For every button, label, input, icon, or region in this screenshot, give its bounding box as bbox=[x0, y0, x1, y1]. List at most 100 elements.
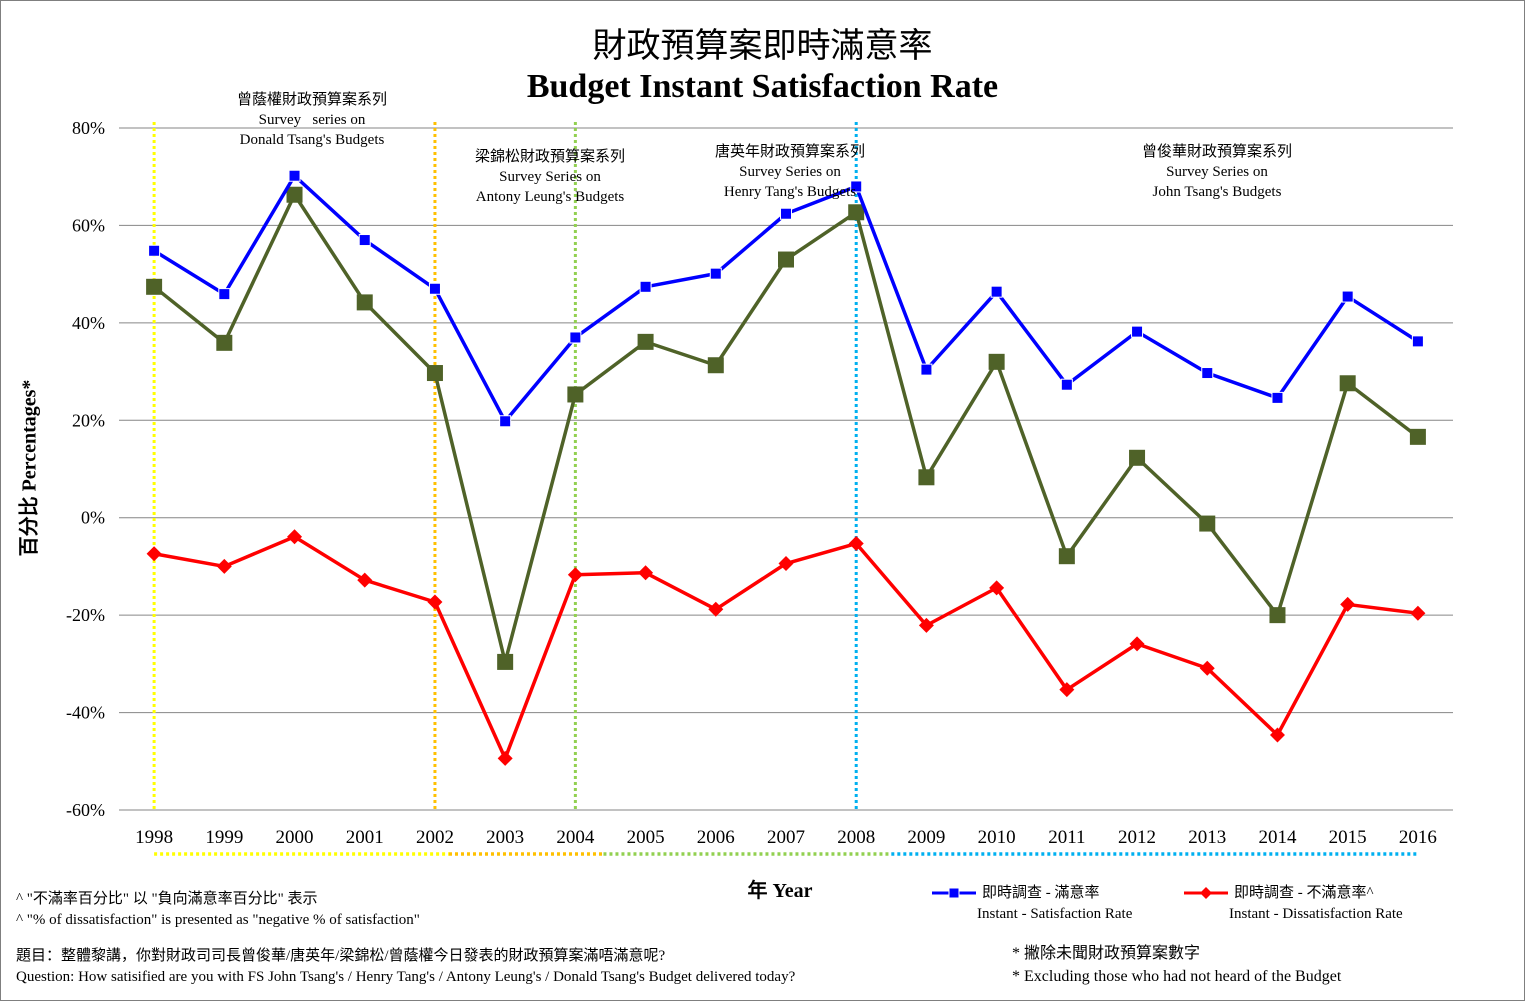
data-point-satisfaction bbox=[428, 282, 441, 295]
data-point-satisfaction bbox=[288, 169, 301, 182]
data-point-satisfaction bbox=[1131, 325, 1144, 338]
data-point-net bbox=[1129, 449, 1146, 466]
data-point-satisfaction bbox=[569, 331, 582, 344]
y-axis-label: 百分比 Percentages* bbox=[18, 379, 41, 557]
data-point-dissatisfaction bbox=[989, 580, 1005, 596]
data-point-net bbox=[146, 278, 163, 295]
note-star-chinese: * 撇除未聞財政預算案數字 bbox=[1012, 945, 1201, 962]
data-point-dissatisfaction bbox=[567, 567, 583, 583]
x-tick-label: 2002 bbox=[416, 827, 454, 848]
data-point-satisfaction bbox=[780, 207, 792, 220]
note-question-chinese: 題目：整體黎講，你對財政司司長曾俊華/唐英年/梁錦松/曾蔭權今日發表的財政預算案… bbox=[16, 948, 666, 964]
x-tick-label: 2015 bbox=[1329, 827, 1367, 848]
data-point-dissatisfaction bbox=[1269, 727, 1285, 743]
chart-title-chinese: 財政預算案即時滿意率 bbox=[592, 28, 933, 65]
data-point-satisfaction bbox=[1341, 290, 1354, 303]
segment-zh: 唐英年財政預算案系列 bbox=[714, 144, 865, 160]
legend-zh: 即時調查 - 不滿意率^ bbox=[1234, 885, 1374, 901]
data-point-dissatisfaction bbox=[427, 594, 443, 610]
data-point-satisfaction bbox=[358, 234, 371, 247]
data-point-satisfaction bbox=[1271, 391, 1284, 404]
x-tick-label: 2006 bbox=[697, 827, 735, 848]
data-point-net bbox=[848, 204, 865, 221]
data-point-dissatisfaction bbox=[497, 750, 513, 766]
y-tick-label: 80% bbox=[72, 118, 105, 138]
segment-en-line1: Survey Series on bbox=[739, 164, 841, 180]
data-point-net bbox=[497, 653, 514, 670]
x-tick-label: 2005 bbox=[627, 827, 665, 848]
data-point-satisfaction bbox=[1060, 378, 1073, 391]
legend-entry-dissatisfaction: 即時調查 - 不滿意率^ Instant - Dissatisfaction R… bbox=[1182, 883, 1403, 925]
data-point-satisfaction bbox=[709, 267, 722, 280]
y-tick-label: 40% bbox=[72, 313, 105, 333]
x-tick-label: 2003 bbox=[486, 827, 524, 848]
y-tick-label: 20% bbox=[72, 410, 105, 430]
legend-zh: 即時調查 - 滿意率 bbox=[982, 885, 1100, 901]
x-tick-label: 2012 bbox=[1118, 827, 1156, 848]
data-point-net bbox=[1409, 428, 1426, 445]
segment-en-line1: Survey Series on bbox=[1166, 164, 1268, 180]
x-tick-label: 2013 bbox=[1188, 827, 1226, 848]
y-tick-label: -40% bbox=[66, 703, 105, 723]
segment-en-line2: John Tsang's Budgets bbox=[1152, 184, 1282, 200]
data-point-dissatisfaction bbox=[216, 558, 232, 574]
data-point-net bbox=[637, 333, 654, 350]
data-point-net bbox=[426, 365, 443, 382]
x-tick-label: 2014 bbox=[1258, 827, 1297, 848]
legend-en: Instant - Dissatisfaction Rate bbox=[1229, 906, 1403, 922]
data-point-net bbox=[988, 353, 1005, 370]
data-point-net bbox=[567, 386, 584, 403]
y-tick-label: -20% bbox=[66, 605, 105, 625]
data-point-net bbox=[1339, 375, 1356, 392]
y-tick-label: -60% bbox=[66, 800, 105, 820]
data-point-dissatisfaction bbox=[848, 536, 864, 552]
data-point-dissatisfaction bbox=[1059, 682, 1075, 698]
data-point-satisfaction bbox=[920, 363, 933, 376]
x-tick-label: 2009 bbox=[907, 827, 945, 848]
segment-en-line2: Antony Leung's Budgets bbox=[475, 189, 625, 205]
x-tick-label: 2007 bbox=[767, 827, 805, 848]
x-tick-label: 2011 bbox=[1048, 827, 1085, 848]
data-point-net bbox=[918, 469, 935, 486]
data-point-satisfaction bbox=[990, 285, 1003, 298]
x-tick-label: 1998 bbox=[135, 827, 173, 848]
data-point-dissatisfaction bbox=[918, 617, 934, 633]
x-tick-label: 2001 bbox=[346, 827, 384, 848]
x-tick-label: 2016 bbox=[1399, 827, 1437, 848]
data-point-net bbox=[286, 186, 303, 203]
data-point-net bbox=[216, 334, 233, 351]
data-point-net bbox=[778, 251, 794, 268]
segment-en-line1: Survey series on bbox=[258, 112, 366, 128]
note-question-english: Question: How satisified are you with FS… bbox=[16, 969, 796, 985]
segment-en-line2: Donald Tsang's Budgets bbox=[239, 132, 385, 148]
data-point-dissatisfaction bbox=[1199, 660, 1215, 676]
data-point-net bbox=[1199, 515, 1216, 532]
data-point-dissatisfaction bbox=[1129, 636, 1145, 652]
data-point-dissatisfaction bbox=[146, 546, 162, 562]
x-tick-label: 1999 bbox=[205, 827, 243, 848]
x-tick-label: 2008 bbox=[837, 827, 875, 848]
legend-label-satisfaction: 即時調查 - 滿意率 Instant - Satisfaction Rate bbox=[977, 883, 1132, 925]
data-point-satisfaction bbox=[1201, 367, 1214, 380]
note-caret-chinese: ^ "不滿率百分比" 以 "負向滿意率百分比" 表示 bbox=[16, 891, 318, 907]
data-point-net bbox=[356, 294, 373, 311]
legend-en: Instant - Satisfaction Rate bbox=[977, 906, 1133, 922]
data-point-satisfaction bbox=[1411, 335, 1424, 348]
x-axis-label: 年 Year bbox=[747, 880, 813, 902]
x-tick-label: 2000 bbox=[276, 827, 314, 848]
data-point-satisfaction bbox=[148, 244, 161, 257]
segment-label-donald-tsang: 曾蔭權財政預算案系列 Survey series on Donald Tsang… bbox=[212, 90, 412, 150]
chart-title-english: Budget Instant Satisfaction Rate bbox=[526, 68, 999, 105]
y-tick-label: 0% bbox=[81, 508, 105, 528]
segment-zh: 曾蔭權財政預算案系列 bbox=[236, 92, 387, 108]
data-point-satisfaction bbox=[218, 288, 231, 301]
legend-marker-dissatisfaction bbox=[1184, 887, 1228, 899]
data-point-dissatisfaction bbox=[1340, 596, 1356, 612]
data-point-dissatisfaction bbox=[357, 572, 373, 588]
segment-en-line1: Survey Series on bbox=[499, 169, 601, 185]
data-point-dissatisfaction bbox=[638, 565, 654, 581]
data-point-dissatisfaction bbox=[708, 601, 724, 617]
x-tick-label: 2010 bbox=[978, 827, 1016, 848]
data-point-satisfaction bbox=[499, 415, 512, 428]
